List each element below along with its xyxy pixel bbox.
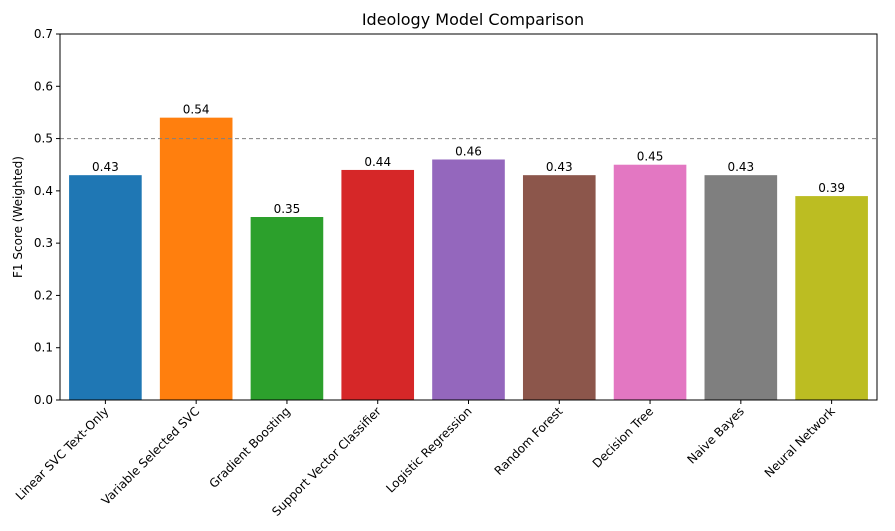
axes-frame xyxy=(59,33,878,401)
data-label: 0.43 xyxy=(727,160,754,174)
bar xyxy=(795,196,868,400)
y-tick-label: 0.0 xyxy=(34,393,53,407)
bar xyxy=(522,175,596,400)
data-label: 0.43 xyxy=(92,160,119,174)
x-tick-label: Random Forest xyxy=(492,404,566,478)
y-tick-label: 0.1 xyxy=(34,341,53,355)
data-label: 0.35 xyxy=(274,202,301,216)
x-tick-label: Neural Network xyxy=(762,404,838,480)
data-label: 0.45 xyxy=(637,150,664,164)
bar xyxy=(613,164,687,400)
plot-area: 0.43 0.54 0.35 0.44 0.46 0.43 0.45 0.43 0.39 0.0 0… xyxy=(13,27,878,519)
x-tick-label: Linear SVC Text-Only xyxy=(13,404,112,503)
y-tick-label: 0.3 xyxy=(34,236,53,250)
y-tick-label: 0.2 xyxy=(34,288,53,302)
x-tick-label: Naive Bayes xyxy=(685,404,747,466)
x-tick-label: Variable Selected SVC xyxy=(99,404,203,508)
data-label: 0.44 xyxy=(364,155,391,169)
x-tick-label: Logistic Regression xyxy=(383,404,474,495)
y-tick-label: 0.6 xyxy=(34,79,53,93)
y-axis-label: F1 Score (Weighted) xyxy=(11,156,25,278)
bar xyxy=(159,117,233,400)
data-label: 0.46 xyxy=(455,144,482,158)
bar xyxy=(432,159,505,400)
data-label: 0.39 xyxy=(818,181,845,195)
bar xyxy=(250,217,324,400)
y-tick-label: 0.5 xyxy=(34,132,53,146)
y-tick-label: 0.7 xyxy=(34,27,53,41)
data-label: 0.54 xyxy=(183,103,210,117)
chart-title: Ideology Model Comparison xyxy=(362,10,584,29)
bar xyxy=(69,175,142,400)
bar xyxy=(341,169,415,400)
x-tick-label: Support Vector Classifier xyxy=(269,404,384,519)
bar xyxy=(704,175,778,400)
y-tick-label: 0.4 xyxy=(34,184,53,198)
x-tick-label: Decision Tree xyxy=(590,404,656,470)
x-tick-label: Gradient Boosting xyxy=(206,404,293,491)
data-label: 0.43 xyxy=(546,160,573,174)
